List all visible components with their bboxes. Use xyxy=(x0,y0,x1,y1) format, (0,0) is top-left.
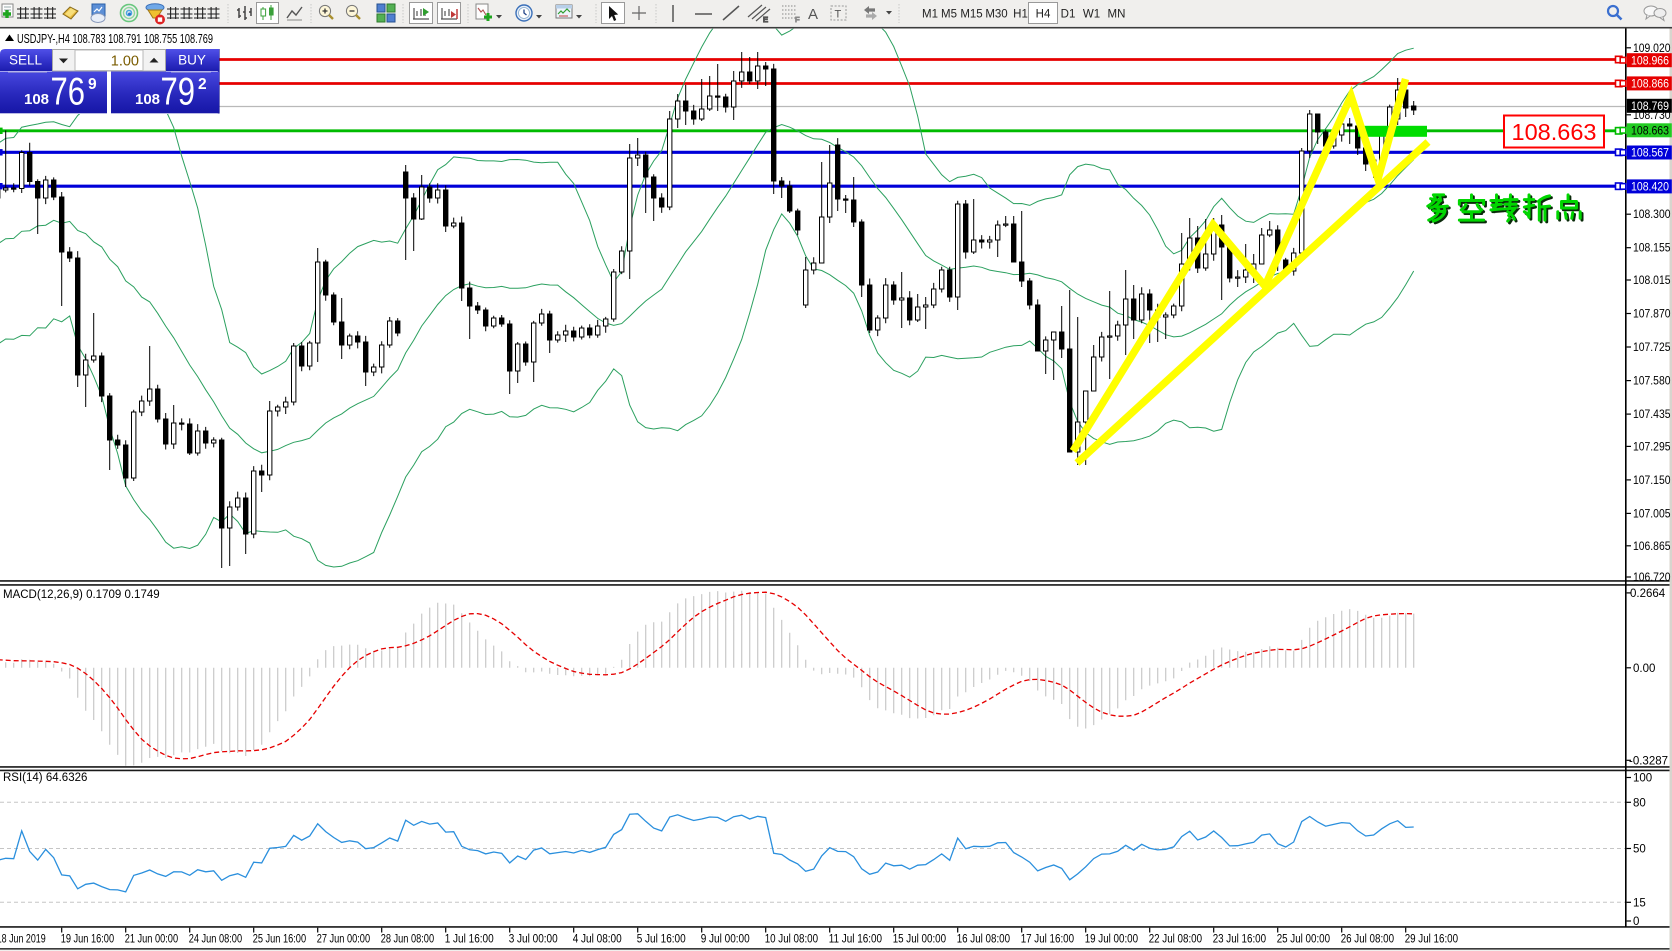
svg-text:9: 9 xyxy=(88,76,97,93)
svg-text:15 Jul 00:00: 15 Jul 00:00 xyxy=(893,934,946,946)
svg-text:80: 80 xyxy=(1633,797,1646,809)
svg-text:106.865: 106.865 xyxy=(1633,541,1671,553)
svg-text:0.00: 0.00 xyxy=(1633,663,1655,675)
svg-text:-0.3287: -0.3287 xyxy=(1629,755,1668,767)
svg-text:M15: M15 xyxy=(960,9,982,21)
svg-text:0: 0 xyxy=(1633,916,1639,928)
svg-text:109.020: 109.020 xyxy=(1633,43,1671,55)
svg-text:9 Jul 00:00: 9 Jul 00:00 xyxy=(701,934,750,946)
svg-text:108.663: 108.663 xyxy=(1512,119,1597,145)
svg-text:H4: H4 xyxy=(1036,9,1051,21)
svg-text:15: 15 xyxy=(1633,897,1646,909)
svg-text:0.2664: 0.2664 xyxy=(1630,588,1666,600)
svg-text:100: 100 xyxy=(1633,773,1652,785)
svg-text:10 Jul 08:00: 10 Jul 08:00 xyxy=(765,934,818,946)
svg-text:108.300: 108.300 xyxy=(1633,209,1671,221)
svg-text:H1: H1 xyxy=(1013,9,1028,21)
svg-text:108.769: 108.769 xyxy=(1631,101,1669,113)
svg-text:USDJPY-,H4 108.783 108.791 10: USDJPY-,H4 108.783 108.791 108.755 108.7… xyxy=(17,32,213,46)
svg-text:22 Jul 08:00: 22 Jul 08:00 xyxy=(1149,934,1202,946)
svg-text:108: 108 xyxy=(135,91,160,108)
svg-text:108: 108 xyxy=(24,91,49,108)
svg-text:18 Jun 2019: 18 Jun 2019 xyxy=(0,934,46,946)
svg-text:26 Jul 08:00: 26 Jul 08:00 xyxy=(1341,934,1394,946)
svg-text:23 Jul 16:00: 23 Jul 16:00 xyxy=(1213,934,1266,946)
svg-text:50: 50 xyxy=(1633,844,1646,856)
svg-text:24 Jun 08:00: 24 Jun 08:00 xyxy=(189,934,242,946)
svg-text:MN: MN xyxy=(1108,9,1126,21)
svg-text:4 Jul 08:00: 4 Jul 08:00 xyxy=(573,934,622,946)
svg-text:3 Jul 00:00: 3 Jul 00:00 xyxy=(509,934,558,946)
svg-text:108.420: 108.420 xyxy=(1631,182,1669,194)
svg-text:M5: M5 xyxy=(941,9,957,21)
svg-text:108.155: 108.155 xyxy=(1633,243,1671,255)
svg-text:25 Jun 16:00: 25 Jun 16:00 xyxy=(253,934,306,946)
svg-text:17 Jul 16:00: 17 Jul 16:00 xyxy=(1021,934,1074,946)
svg-text:MACD(12,26,9) 0.1709 0.1749: MACD(12,26,9) 0.1709 0.1749 xyxy=(3,589,160,601)
svg-text:29 Jul 16:00: 29 Jul 16:00 xyxy=(1405,934,1458,946)
svg-text:107.005: 107.005 xyxy=(1633,508,1671,520)
svg-text:16 Jul 08:00: 16 Jul 08:00 xyxy=(957,934,1010,946)
svg-text:108.015: 108.015 xyxy=(1633,275,1671,287)
svg-text:5 Jul 16:00: 5 Jul 16:00 xyxy=(637,934,686,946)
svg-text:BUY: BUY xyxy=(178,53,206,68)
svg-text:25 Jul 00:00: 25 Jul 00:00 xyxy=(1277,934,1330,946)
svg-text:SELL: SELL xyxy=(9,53,43,68)
svg-text:28 Jun 08:00: 28 Jun 08:00 xyxy=(381,934,434,946)
svg-text:19 Jun 16:00: 19 Jun 16:00 xyxy=(61,934,114,946)
svg-text:108.567: 108.567 xyxy=(1631,148,1669,160)
svg-text:107.150: 107.150 xyxy=(1633,475,1671,487)
svg-text:F: F xyxy=(795,15,800,24)
svg-text:W1: W1 xyxy=(1083,9,1100,21)
svg-text:21 Jun 00:00: 21 Jun 00:00 xyxy=(125,934,178,946)
svg-text:107.435: 107.435 xyxy=(1633,409,1671,421)
svg-text:108.866: 108.866 xyxy=(1631,79,1669,91)
svg-text:19 Jul 00:00: 19 Jul 00:00 xyxy=(1085,934,1138,946)
svg-text:M30: M30 xyxy=(985,9,1007,21)
svg-text:106.720: 106.720 xyxy=(1633,572,1671,584)
svg-text:107.580: 107.580 xyxy=(1633,376,1671,388)
svg-text:D1: D1 xyxy=(1061,9,1076,21)
svg-text:107.725: 107.725 xyxy=(1633,342,1671,354)
svg-text:108.966: 108.966 xyxy=(1631,55,1669,67)
svg-text:76: 76 xyxy=(51,71,86,114)
svg-text:107.295: 107.295 xyxy=(1633,441,1671,453)
svg-text:1.00: 1.00 xyxy=(111,54,139,70)
svg-text:1 Jul 16:00: 1 Jul 16:00 xyxy=(445,934,494,946)
svg-text:E: E xyxy=(763,15,768,24)
svg-text:M1: M1 xyxy=(922,9,938,21)
svg-text:108.663: 108.663 xyxy=(1631,126,1669,138)
svg-text:RSI(14) 64.6326: RSI(14) 64.6326 xyxy=(3,772,87,784)
svg-text:2: 2 xyxy=(198,76,207,93)
svg-text:79: 79 xyxy=(161,71,196,114)
svg-text:T: T xyxy=(835,9,842,21)
svg-text:27 Jun 00:00: 27 Jun 00:00 xyxy=(317,934,370,946)
svg-text:11 Jul 16:00: 11 Jul 16:00 xyxy=(829,934,882,946)
svg-text:A: A xyxy=(808,6,818,23)
svg-text:107.870: 107.870 xyxy=(1633,309,1671,321)
